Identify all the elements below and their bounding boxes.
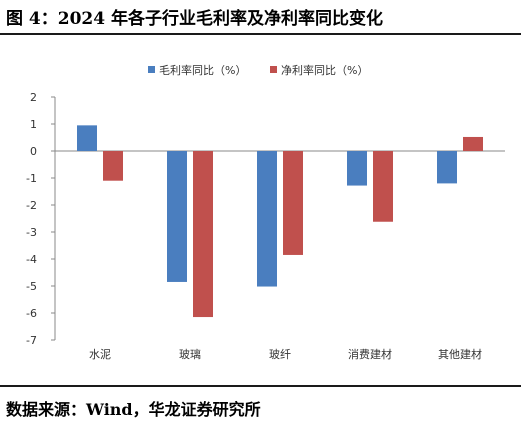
- y-tick-label: -5: [26, 280, 37, 293]
- bar: [193, 151, 213, 318]
- bar-group: [77, 125, 123, 181]
- x-tick-label: 玻纤: [269, 348, 291, 361]
- bar: [103, 151, 123, 181]
- x-tick-label: 水泥: [89, 348, 111, 361]
- legend-swatch: [148, 66, 155, 73]
- bar: [77, 125, 97, 151]
- bar-group: [167, 151, 213, 318]
- legend-label: 毛利率同比（%）: [159, 63, 246, 77]
- figure-title: 图 4：2024 年各子行业毛利率及净利率同比变化: [6, 9, 383, 29]
- x-tick-label: 其他建材: [438, 347, 482, 361]
- y-tick-label: -2: [26, 199, 37, 212]
- bar-group: [257, 151, 303, 287]
- bar: [167, 151, 187, 282]
- chart-legend: 毛利率同比（%） 净利率同比（%）: [148, 63, 368, 77]
- y-tick-label: 2: [30, 91, 37, 104]
- top-rule: [0, 33, 521, 35]
- bottom-rule: [0, 385, 521, 387]
- bar: [437, 151, 457, 184]
- y-axis: 2 1 0 -1 -2 -3 -4 -5 -6 -7: [26, 91, 505, 347]
- legend-item: 净利率同比（%）: [270, 63, 368, 77]
- y-tick-label: -1: [26, 172, 37, 185]
- x-tick-label: 玻璃: [179, 347, 201, 361]
- y-tick-label: -7: [26, 334, 37, 347]
- legend-item: 毛利率同比（%）: [148, 63, 246, 77]
- x-axis-labels: 水泥 玻璃 玻纤 消费建材 其他建材: [89, 347, 482, 361]
- bars: [77, 125, 483, 318]
- legend-label: 净利率同比（%）: [281, 63, 368, 77]
- bar-chart: 毛利率同比（%） 净利率同比（%） 2 1 0 -1 -2 -3 -4 -5 -6 -7 水泥 玻璃 玻…: [26, 63, 505, 361]
- bar-group: [347, 151, 393, 222]
- y-tick-label: 0: [30, 145, 37, 158]
- bar: [283, 151, 303, 255]
- y-tick-label: -4: [26, 253, 37, 266]
- y-tick-label: 1: [30, 118, 37, 131]
- bar: [463, 136, 483, 151]
- bar: [257, 151, 277, 287]
- y-tick-label: -3: [26, 226, 37, 239]
- bar: [347, 151, 367, 186]
- bar: [373, 151, 393, 222]
- y-tick-label: -6: [26, 307, 37, 320]
- legend-swatch: [270, 66, 277, 73]
- bar-group: [437, 136, 483, 184]
- x-tick-label: 消费建材: [348, 347, 392, 361]
- figure-source: 数据来源：Wind，华龙证券研究所: [6, 400, 261, 419]
